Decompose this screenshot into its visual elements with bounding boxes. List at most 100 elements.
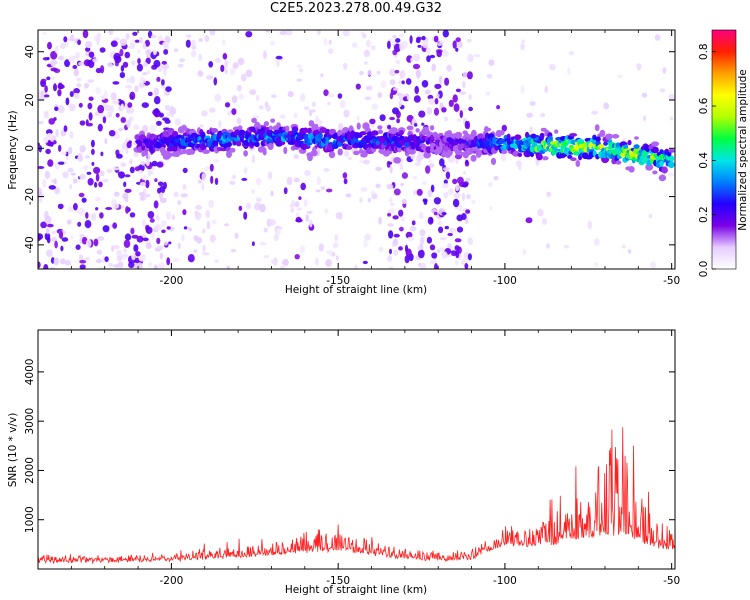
spectrogram-noise-cell xyxy=(436,93,440,98)
spectrogram-ridge-cell xyxy=(569,133,578,137)
spectrogram-noise-cell xyxy=(452,178,458,185)
spectrogram-noise-cell xyxy=(245,202,252,210)
spectrogram-noise-cell xyxy=(243,211,248,220)
spectrogram-noise-cell xyxy=(325,259,332,267)
spectrogram-noise-cell xyxy=(67,206,74,212)
spectrogram-noise-cell xyxy=(255,94,260,102)
spectrogram-noise-cell xyxy=(267,171,273,180)
spectrogram-noise-cell xyxy=(388,161,393,165)
spectrogram-ridge-cell xyxy=(435,146,442,154)
spectrogram-noise-cell xyxy=(133,265,139,269)
spectrogram-noise-cell xyxy=(389,116,395,121)
spectrogram-noise-cell xyxy=(129,75,135,84)
spectrogram-noise-cell xyxy=(226,265,230,269)
spectrogram-noise-cell xyxy=(95,258,102,264)
spectrogram-noise-cell xyxy=(88,51,95,58)
spectrogram-noise-cell xyxy=(79,145,86,153)
spectrogram-noise-cell xyxy=(123,248,128,253)
spectrogram-noise-cell xyxy=(109,105,114,113)
spectrogram-noise-cell xyxy=(399,71,403,80)
spectrogram-noise-cell xyxy=(493,175,499,181)
spectrogram-noise-cell xyxy=(437,220,443,226)
spectrogram-noise-cell xyxy=(38,145,42,153)
spectrogram-noise-cell xyxy=(75,209,83,214)
spectrogram-noise-cell xyxy=(149,124,157,132)
spectrogram-noise-cell xyxy=(44,85,48,93)
spectrogram-noise-cell xyxy=(117,266,122,269)
spectrogram-noise-cell xyxy=(106,168,113,174)
spectrogram-noise-cell xyxy=(327,101,331,106)
spectrogram-noise-cell xyxy=(238,93,245,100)
spectrogram-ridge-cell xyxy=(506,133,511,139)
spectrogram-noise-cell xyxy=(124,188,132,193)
spectrogram-noise-cell xyxy=(131,253,136,261)
spectrogram-ridge-cell xyxy=(268,125,273,131)
spectrogram-noise-cell xyxy=(282,258,289,266)
spectrogram-ridge-cell xyxy=(307,154,313,162)
spectrogram-noise-cell xyxy=(46,249,53,257)
spectrogram-noise-cell xyxy=(255,177,262,186)
spectrogram-noise-cell xyxy=(431,252,438,259)
spectrogram-ridge-cell xyxy=(645,163,654,171)
spectrogram-ridge-cell xyxy=(471,147,480,152)
spectrogram-noise-cell xyxy=(315,189,321,193)
spectrogram-noise-cell xyxy=(100,151,104,157)
spectrogram-noise-cell xyxy=(158,262,165,269)
spectrogram-noise-cell xyxy=(426,236,432,244)
spectrogram-noise-cell xyxy=(69,184,73,190)
spectrogram-noise-cell xyxy=(316,176,321,185)
spectrogram-ridge-cell xyxy=(353,150,360,156)
spectrogram-noise-cell xyxy=(154,178,158,183)
spectrogram-noise-cell xyxy=(50,67,58,72)
spectrogram-image xyxy=(38,30,675,269)
spectrogram-noise-cell xyxy=(436,50,443,58)
spectrogram-noise-cell xyxy=(171,214,175,221)
spectrogram-noise-cell xyxy=(116,255,123,262)
spectrogram-ridge-cell xyxy=(668,161,675,169)
spectrogram-noise-cell xyxy=(145,49,152,56)
spectrogram-noise-cell xyxy=(90,139,95,148)
spectrogram-noise-cell xyxy=(102,178,109,183)
spectrogram-noise-cell xyxy=(263,50,267,59)
colorbar-ticks: 0.0 0.2 0.4 0.6 0.8 xyxy=(698,43,716,277)
spectrogram-noise-cell xyxy=(251,241,255,246)
spectrogram-noise-cell xyxy=(95,173,100,182)
spectrogram-ridge-cell xyxy=(623,144,629,150)
spectrogram-noise-cell xyxy=(434,98,439,105)
spectrogram-noise-cell xyxy=(648,213,653,219)
spectrogram-noise-cell xyxy=(151,166,155,171)
spectrogram-noise-cell xyxy=(454,245,460,251)
spectrogram-noise-cell xyxy=(86,171,92,175)
spectrogram-noise-cell xyxy=(57,82,63,90)
spectrogram-noise-cell xyxy=(237,57,245,66)
spectrogram-noise-cell xyxy=(209,234,216,243)
spectrogram-noise-cell xyxy=(133,124,140,130)
spectrogram-noise-cell xyxy=(172,257,180,263)
spectrogram-noise-cell xyxy=(193,249,198,253)
spectrogram-noise-cell xyxy=(202,252,210,256)
spectrogram-noise-cell xyxy=(105,207,113,210)
snr-x-ticks: -200 -150 -100 -50 xyxy=(37,330,680,587)
spectrogram-noise-cell xyxy=(129,166,135,174)
spectrogram-noise-cell xyxy=(150,232,156,238)
spectrogram-noise-cell xyxy=(462,71,468,78)
spectrogram-noise-cell xyxy=(424,89,431,95)
spectrogram-noise-cell xyxy=(443,191,449,199)
spectrogram-noise-cell xyxy=(145,226,153,234)
spectrogram-noise-cell xyxy=(112,222,118,229)
spectrogram-noise-cell xyxy=(518,166,522,171)
spectrogram-noise-cell xyxy=(236,84,242,92)
spectrogram-noise-cell xyxy=(119,48,124,57)
spectrogram-noise-cell xyxy=(231,95,238,104)
spectrogram-noise-cell xyxy=(343,178,348,185)
spectrogram-noise-cell xyxy=(182,167,188,174)
spectrogram-noise-cell xyxy=(460,107,468,111)
spectrogram-noise-cell xyxy=(85,47,91,52)
spectrogram-noise-cell xyxy=(388,266,394,269)
spectrogram-ridge-cell xyxy=(226,150,232,158)
spectrogram-x-label: Height of straight line (km) xyxy=(285,284,427,296)
spectrogram-noise-cell xyxy=(362,159,370,165)
spectrogram-noise-cell xyxy=(441,251,448,259)
spectrogram-noise-cell xyxy=(236,117,242,125)
y-tick-label: 0 xyxy=(24,145,36,152)
